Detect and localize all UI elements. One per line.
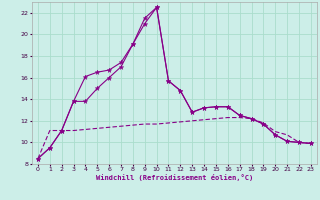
X-axis label: Windchill (Refroidissement éolien,°C): Windchill (Refroidissement éolien,°C) (96, 174, 253, 181)
